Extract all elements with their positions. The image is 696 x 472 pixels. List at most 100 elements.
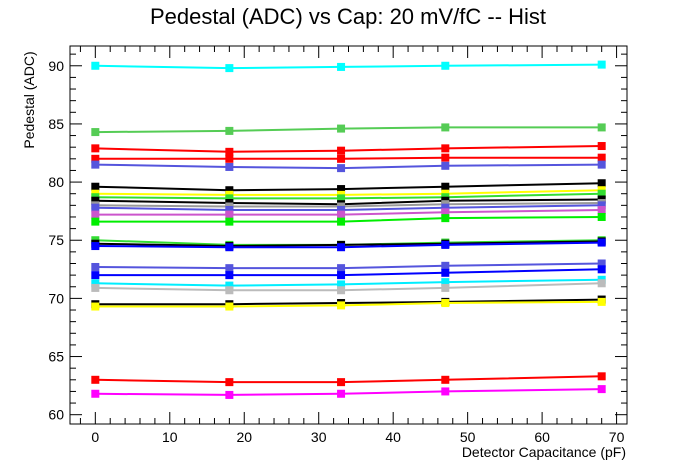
series-23-marker (441, 375, 450, 384)
series-18-marker (337, 271, 346, 280)
series-16-marker (91, 242, 100, 251)
series-17-marker (91, 262, 100, 271)
series-5-marker (225, 162, 234, 171)
series-6-marker (337, 185, 346, 194)
series-line-18 (95, 268, 602, 277)
x-tick-label: 30 (311, 429, 327, 445)
series-20-marker (337, 286, 346, 295)
y-tick-label: 65 (48, 349, 64, 365)
series-17-marker (337, 264, 346, 273)
series-24-marker (337, 389, 346, 398)
series-2-marker (91, 128, 100, 137)
y-tick-label: 85 (48, 116, 64, 132)
series-line-3 (95, 145, 602, 153)
series-11-marker (225, 205, 234, 214)
series-20-marker (91, 283, 100, 292)
series-22-marker (441, 299, 450, 308)
series-12-marker (597, 205, 606, 214)
x-tick-label: 70 (609, 429, 625, 445)
series-24-marker (441, 387, 450, 396)
series-6-marker (441, 182, 450, 191)
series-11-marker (441, 203, 450, 212)
series-6-marker (91, 182, 100, 191)
series-16-marker (225, 243, 234, 252)
series-3-marker (441, 144, 450, 153)
series-18-marker (225, 271, 234, 280)
series-16-marker (337, 243, 346, 252)
series-5-marker (597, 160, 606, 169)
series-6-marker (597, 179, 606, 188)
series-line-13 (95, 216, 602, 223)
series-13-marker (91, 217, 100, 226)
series-8-marker (597, 189, 606, 198)
series-2-marker (225, 126, 234, 135)
series-8-marker (225, 194, 234, 203)
series-line-7 (95, 189, 602, 196)
series-13-marker (441, 214, 450, 223)
series-3-marker (597, 142, 606, 151)
series-line-23 (95, 375, 602, 384)
series-16-marker (441, 240, 450, 249)
y-axis-label: Pedestal (ADC) (21, 51, 37, 148)
series-12-marker (225, 210, 234, 219)
series-4-marker (91, 154, 100, 163)
series-line-6 (95, 182, 602, 192)
series-12-marker (337, 210, 346, 219)
x-tick-label: 60 (534, 429, 550, 445)
series-23-marker (225, 378, 234, 387)
series-3-marker (91, 144, 100, 153)
y-tick-label: 70 (48, 290, 64, 306)
series-12-marker (441, 208, 450, 217)
plot-frame (69, 45, 628, 425)
series-4-marker (441, 153, 450, 162)
series-5-marker (337, 164, 346, 173)
series-line-1 (95, 63, 602, 70)
x-axis-label: Detector Capacitance (pF) (462, 444, 626, 460)
series-12-marker (91, 210, 100, 219)
y-tick-label: 75 (48, 232, 64, 248)
series-13-marker (225, 217, 234, 226)
x-tick-label: 0 (91, 429, 99, 445)
series-22-marker (91, 302, 100, 311)
series-1-marker (337, 62, 346, 71)
series-19-marker (225, 281, 234, 290)
series-9-marker (91, 196, 100, 205)
series-17-marker (597, 259, 606, 268)
series-23-marker (597, 372, 606, 381)
x-tick-label: 40 (385, 429, 401, 445)
series-line-17 (95, 262, 602, 270)
series-17-marker (441, 261, 450, 270)
series-line-4 (95, 156, 602, 160)
series-18-marker (441, 268, 450, 277)
series-1-marker (225, 64, 234, 73)
series-line-5 (95, 163, 602, 170)
series-line-2 (95, 126, 602, 134)
series-13-marker (597, 212, 606, 221)
series-23-marker (91, 375, 100, 384)
series-24-marker (225, 390, 234, 399)
series-3-marker (337, 146, 346, 155)
series-22-marker (597, 297, 606, 306)
series-8-marker (337, 194, 346, 203)
series-20-marker (225, 286, 234, 295)
x-tick-label: 10 (162, 429, 178, 445)
series-2-marker (597, 123, 606, 132)
series-5-marker (441, 161, 450, 170)
x-tick-label: 50 (460, 429, 476, 445)
series-20-marker (441, 283, 450, 292)
series-17-marker (225, 264, 234, 273)
x-tick-label: 20 (236, 429, 252, 445)
series-2-marker (337, 124, 346, 133)
series-13-marker (337, 217, 346, 226)
series-19-marker (91, 279, 100, 288)
series-24-marker (597, 385, 606, 394)
series-11-marker (597, 201, 606, 210)
series-2-marker (441, 123, 450, 132)
series-18-marker (597, 265, 606, 274)
series-22-marker (225, 302, 234, 311)
series-6-marker (225, 186, 234, 195)
series-line-24 (95, 388, 602, 396)
y-tick-label: 80 (48, 174, 64, 190)
series-1-marker (441, 61, 450, 70)
